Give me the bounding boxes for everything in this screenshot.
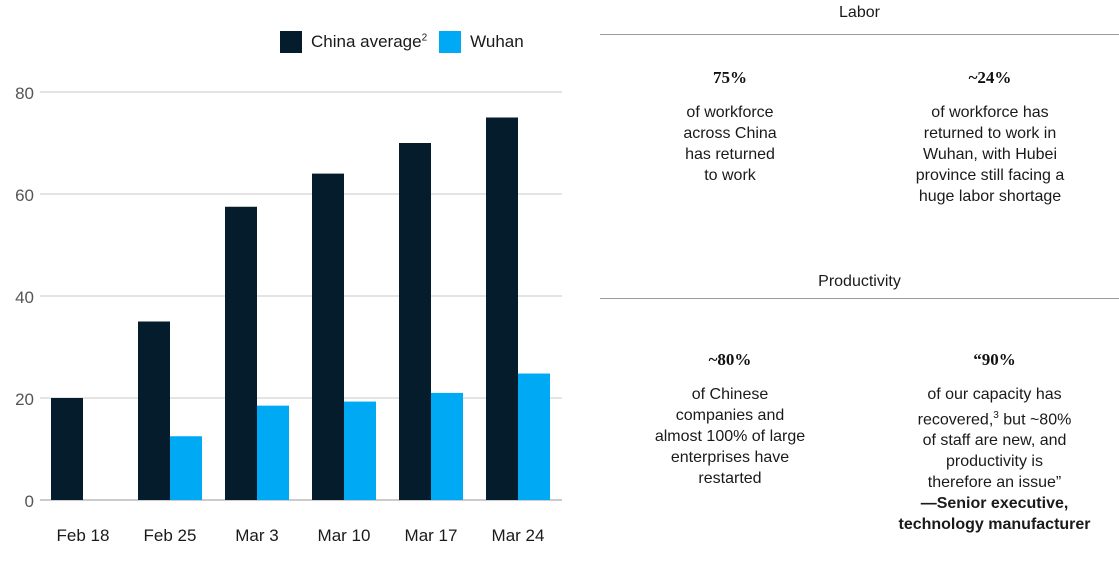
desc-line: productivity is — [946, 453, 1043, 471]
productivity-divider — [600, 298, 1119, 299]
labor-left-block: 75% of workforce across China has return… — [610, 68, 850, 186]
y-tick-label: 20 — [15, 390, 34, 409]
bar-china — [312, 173, 344, 500]
bar-chart: 0 20 40 60 80 Feb 18 Feb 25 Mar 3 Mar 10 Mar 17 Ma… — [15, 84, 562, 545]
bar-wuhan — [344, 401, 376, 500]
labor-right-block: ~24% of workforce has returned to work i… — [870, 68, 1110, 207]
bar-wuhan — [257, 405, 289, 500]
bar-china — [486, 117, 518, 500]
productivity-title: Productivity — [818, 273, 901, 290]
desc-line: to work — [704, 167, 756, 184]
desc-line: of Chinese — [691, 386, 769, 403]
legend-china-swatch — [280, 31, 302, 53]
productivity-left-desc: of Chinese companies and almost 100% of … — [610, 384, 850, 489]
legend-china-label: China average2 — [311, 32, 428, 51]
desc-line: of workforce — [686, 104, 774, 121]
desc-line: therefore an issue” — [927, 474, 1062, 492]
legend-wuhan-label: Wuhan — [470, 32, 524, 51]
desc-line: has returned — [685, 146, 775, 163]
desc-line: Wuhan, with Hubei — [923, 146, 1057, 163]
productivity-right-desc: of our capacity has recovered,3 but ~80%… — [870, 384, 1119, 535]
labor-right-desc: of workforce has returned to work in Wuh… — [870, 102, 1110, 207]
labor-left-stat: 75% — [713, 68, 747, 87]
y-tick-label: 40 — [15, 288, 34, 307]
legend-china: China average2 — [280, 31, 427, 53]
desc-line: of staff are new, and — [922, 432, 1067, 450]
productivity-right-stat: “90% — [973, 350, 1016, 369]
productivity-left-block: ~80% of Chinese companies and almost 100… — [610, 350, 850, 489]
bar-wuhan — [518, 373, 550, 500]
y-tick-label: 80 — [15, 84, 34, 103]
desc-line: enterprises have — [670, 449, 790, 466]
bar-wuhan — [170, 436, 202, 500]
desc-line: recovered,3 but ~80% — [917, 410, 1072, 429]
x-tick-label: Mar 3 — [235, 526, 278, 545]
x-tick-label: Mar 17 — [405, 526, 458, 545]
labor-left-desc: of workforce across China has returned t… — [610, 102, 850, 186]
desc-line: almost 100% of large — [654, 428, 806, 445]
bar-china — [399, 143, 431, 500]
desc-line: companies and — [675, 407, 785, 424]
x-tick-label: Feb 25 — [144, 526, 197, 545]
y-tick-label: 60 — [15, 186, 34, 205]
legend-wuhan: Wuhan — [439, 31, 524, 53]
bar-china — [225, 206, 257, 500]
labor-divider — [600, 34, 1119, 35]
bar-wuhan — [431, 392, 463, 500]
legend-wuhan-swatch — [439, 31, 462, 53]
desc-line: huge labor shortage — [918, 188, 1062, 205]
labor-right-stat: ~24% — [968, 68, 1012, 87]
desc-line: restarted — [698, 470, 762, 487]
x-tick-label: Mar 10 — [318, 526, 371, 545]
productivity-right-block: “90% of our capacity has recovered,3 but… — [870, 350, 1119, 535]
desc-line: of workforce has — [931, 104, 1049, 121]
quote-attribution: technology manufacturer — [898, 516, 1091, 534]
desc-line: of our capacity has — [927, 386, 1062, 403]
y-tick-label: 0 — [25, 492, 34, 511]
bar-china — [51, 398, 83, 500]
quote-attribution: —Senior executive, — [920, 495, 1069, 513]
desc-line: province still facing a — [915, 167, 1065, 184]
bar-china — [138, 321, 170, 500]
desc-line: returned to work in — [923, 125, 1057, 142]
labor-title: Labor — [839, 4, 880, 21]
x-tick-label: Mar 24 — [492, 526, 545, 545]
desc-line: across China — [683, 125, 777, 142]
chart-legend: China average2 Wuhan — [280, 30, 536, 54]
x-tick-label: Feb 18 — [57, 526, 110, 545]
productivity-left-stat: ~80% — [708, 350, 752, 369]
